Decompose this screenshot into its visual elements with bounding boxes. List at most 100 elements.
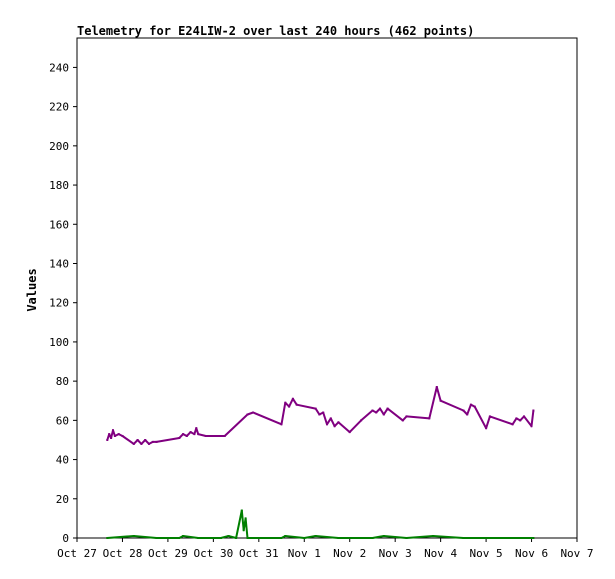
data-point [532, 409, 535, 412]
data-point [532, 537, 535, 539]
data-point [112, 429, 114, 432]
y-tick-label: 140 [49, 257, 69, 270]
data-point [108, 433, 111, 436]
data-point [318, 413, 321, 416]
x-tick-label: Oct 29 [148, 547, 188, 560]
data-point [252, 411, 255, 414]
data-point [151, 440, 154, 443]
data-point [360, 419, 363, 422]
data-point [382, 413, 385, 416]
data-point [185, 435, 188, 437]
data-point [439, 399, 442, 402]
y-tick-label: 180 [49, 179, 69, 192]
data-point [401, 419, 404, 422]
data-point [371, 537, 374, 539]
data-point [246, 413, 249, 416]
data-point [379, 407, 381, 410]
data-point [530, 425, 533, 428]
data-point [329, 417, 332, 420]
data-point [462, 537, 465, 539]
data-point [197, 537, 200, 539]
data-point [182, 433, 185, 436]
x-tick-label: Nov 2 [333, 547, 366, 560]
data-point [121, 435, 124, 437]
y-tick-label: 240 [49, 61, 69, 74]
data-point [314, 407, 317, 410]
data-point [405, 537, 408, 539]
x-tick-label: Oct 31 [239, 547, 279, 560]
y-tick-label: 20 [56, 493, 69, 506]
data-point [113, 435, 116, 437]
data-point [106, 537, 109, 539]
data-point [314, 535, 317, 537]
data-point [284, 401, 287, 404]
data-point [466, 413, 469, 416]
data-point [288, 405, 291, 408]
y-tick-label: 80 [56, 375, 69, 388]
data-point [244, 517, 247, 520]
y-tick-label: 100 [49, 336, 69, 349]
data-point [462, 409, 465, 412]
data-point [235, 537, 238, 539]
data-point [382, 535, 385, 537]
data-point [284, 535, 287, 537]
data-point [136, 439, 139, 441]
data-point [148, 442, 150, 445]
series-2 [106, 509, 535, 539]
data-point [371, 409, 374, 412]
data-point [280, 537, 283, 539]
data-point [337, 421, 340, 424]
data-point [189, 431, 192, 434]
data-point [195, 427, 198, 430]
data-point [144, 439, 147, 441]
series-layer [106, 386, 535, 539]
data-point [117, 433, 120, 436]
data-point [488, 415, 491, 418]
data-point [435, 386, 438, 388]
data-point [333, 425, 336, 428]
y-tick-label: 220 [49, 101, 69, 114]
chart-title: Telemetry for E24LIW-2 over last 240 hou… [77, 24, 474, 38]
y-axis-label: Values [25, 268, 39, 311]
data-point [386, 407, 389, 410]
data-point [106, 439, 109, 441]
y-tick-label: 60 [56, 414, 69, 427]
data-point [348, 431, 351, 434]
x-tick-label: Nov 1 [288, 547, 321, 560]
x-tick-label: Nov 6 [515, 547, 548, 560]
data-point [132, 535, 135, 537]
data-point [375, 411, 378, 414]
data-point [507, 537, 510, 539]
y-axis: 0 20 40 60 80 100 120 140 160 180 200 220 240 [49, 61, 77, 545]
data-point [337, 537, 340, 539]
data-point [469, 403, 472, 406]
data-point [322, 411, 325, 414]
x-tick-label: Nov 7 [560, 547, 593, 560]
data-point [193, 433, 196, 436]
data-point [519, 419, 522, 422]
data-point [432, 535, 435, 537]
x-tick-label: Nov 4 [424, 547, 457, 560]
data-point [485, 427, 488, 430]
plot-area-frame [76, 37, 578, 539]
data-point [132, 442, 135, 445]
x-tick-label: Nov 3 [379, 547, 412, 560]
data-point [280, 423, 283, 426]
y-tick-label: 120 [49, 297, 69, 310]
data-point [246, 537, 249, 539]
data-point [515, 417, 518, 420]
data-point [405, 415, 408, 418]
data-point [155, 440, 158, 443]
x-tick-label: Nov 5 [470, 547, 503, 560]
data-point [303, 537, 306, 539]
y-tick-label: 40 [56, 454, 69, 467]
series-1 [106, 386, 535, 445]
data-point [219, 537, 222, 539]
data-point [182, 535, 185, 537]
x-axis: Oct 27 Oct 28 Oct 29 Oct 30 Oct 31 Nov 1 Nov 2… [57, 538, 594, 560]
data-point [227, 535, 230, 537]
y-tick-label: 200 [49, 140, 69, 153]
data-point [155, 537, 158, 539]
data-point [523, 415, 525, 418]
